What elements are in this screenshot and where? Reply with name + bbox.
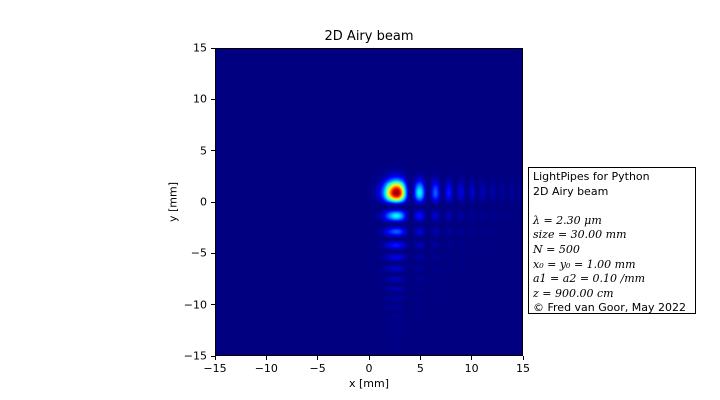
plot-area <box>215 48 523 356</box>
y-tick-label: −10 <box>183 298 207 312</box>
x-tick-mark <box>214 356 216 360</box>
y-tick-mark <box>211 47 215 49</box>
info-credit: © Fred van Goor, May 2022 <box>533 301 687 315</box>
info-software: LightPipes for Python <box>533 170 650 183</box>
info-size: size = 30.00 mm <box>533 228 627 242</box>
y-tick-mark <box>211 355 215 357</box>
y-tick-label: 5 <box>200 144 207 158</box>
info-title: 2D Airy beam <box>533 184 609 198</box>
y-tick-mark <box>211 304 215 306</box>
x-tick-label: −15 <box>203 362 227 375</box>
x-tick-label: 5 <box>416 362 424 375</box>
info-grid: N = 500 <box>533 242 580 256</box>
x-tick-mark <box>368 356 370 360</box>
info-distance: z = 900.00 cm <box>533 286 614 300</box>
chart-title: 2D Airy beam <box>324 29 414 44</box>
x-tick-mark <box>317 356 319 360</box>
x-tick-mark <box>522 356 524 360</box>
y-tick-label: 15 <box>193 41 207 55</box>
intensity-heatmap <box>216 49 522 355</box>
y-tick-label: −5 <box>190 246 207 260</box>
info-decay: a1 = a2 = 0.10 /mm <box>533 272 646 286</box>
y-tick-mark <box>211 98 215 100</box>
x-tick-label: 0 <box>365 362 373 375</box>
x-tick-label: 15 <box>516 362 530 375</box>
x-tick-mark <box>471 356 473 360</box>
y-tick-label: −15 <box>183 349 207 363</box>
x-tick-mark <box>265 356 267 360</box>
info-origin: x₀ = y₀ = 1.00 mm <box>533 257 636 271</box>
y-tick-mark <box>211 150 215 152</box>
y-tick-label: 0 <box>200 195 207 209</box>
info-spacer <box>533 199 691 214</box>
x-tick-label: 10 <box>464 362 479 375</box>
x-axis-label: x [mm] <box>348 377 390 390</box>
info-wavelength: λ = 2.30 μm <box>533 213 602 227</box>
y-axis-label: y [mm] <box>166 181 180 223</box>
y-tick-label: 10 <box>193 92 207 106</box>
x-tick-mark <box>419 356 421 360</box>
info-box: LightPipes for Python 2D Airy beam λ = 2… <box>528 167 696 314</box>
y-tick-mark <box>211 252 215 254</box>
x-tick-label: −10 <box>254 362 278 375</box>
y-tick-mark <box>211 201 215 203</box>
x-tick-label: −5 <box>309 362 326 375</box>
